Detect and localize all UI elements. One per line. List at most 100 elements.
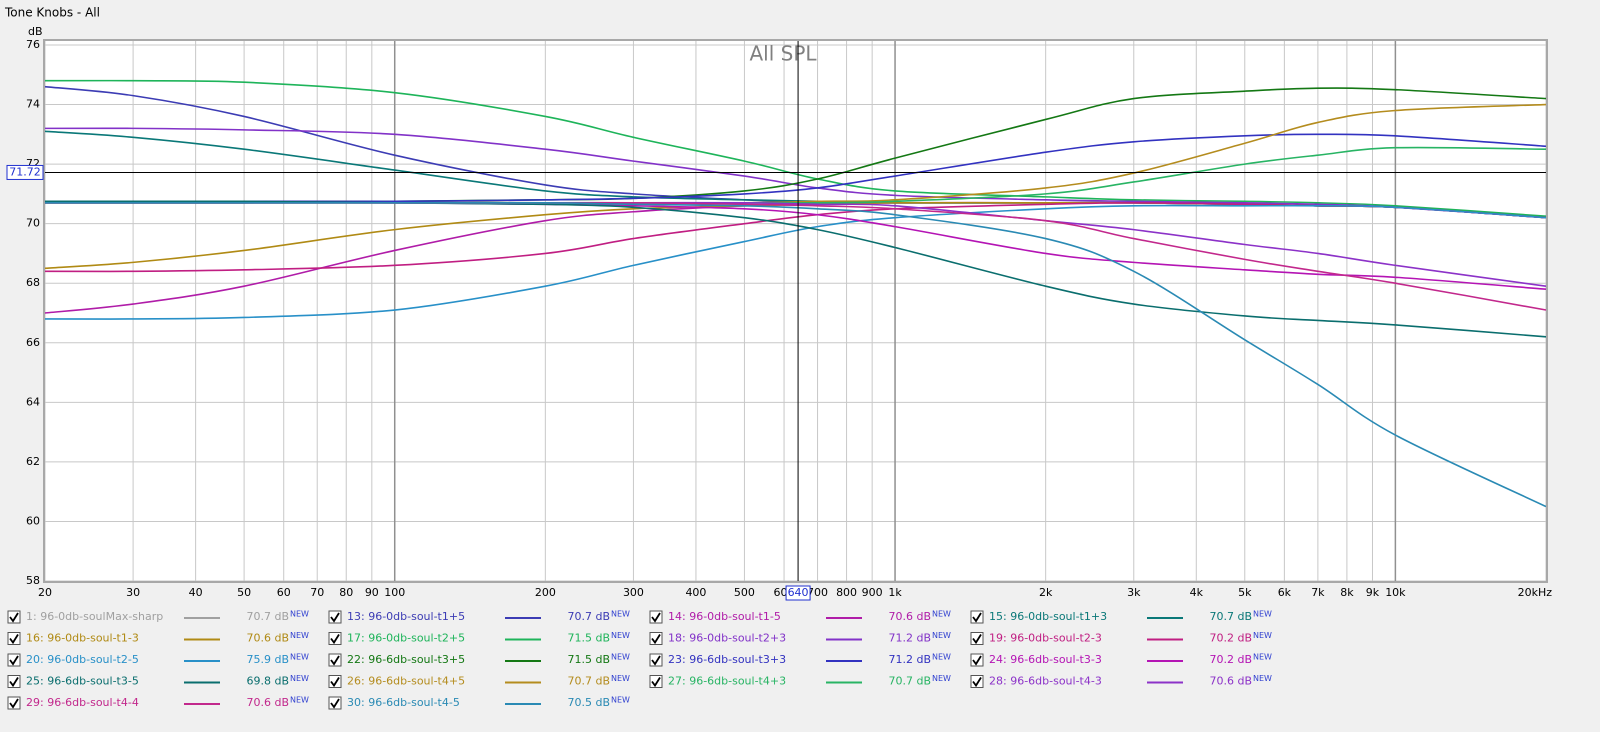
legend-check: [651, 655, 661, 666]
x-tick-label: 800: [836, 586, 857, 599]
legend-name: 23: 96-6db-soul-t3+3: [668, 653, 786, 666]
x-tick-label: 7k: [1311, 586, 1325, 599]
legend-check: [9, 634, 19, 645]
legend-name: 26: 96-6db-soul-t4+5: [347, 675, 465, 688]
legend-badge: NEW: [611, 610, 630, 619]
legend-entry: 16: 96-0db-soul-t1-3 70.6 dB NEW: [7, 631, 309, 645]
x-tick-label: 700: [807, 586, 828, 599]
legend-name: 22: 96-6db-soul-t3+5: [347, 653, 465, 666]
x-tick-label: 2k: [1039, 586, 1053, 599]
legend-checkbox: [970, 610, 984, 624]
legend-badge: NEW: [290, 653, 309, 662]
legend-entry: 23: 96-6db-soul-t3+3 71.2 dB NEW: [649, 653, 951, 667]
legend-badge: NEW: [290, 610, 309, 619]
legend-check: [9, 612, 19, 623]
legend-checkbox: [649, 653, 663, 667]
y-tick-label: 70: [26, 217, 40, 230]
legend-level: 70.6 dB: [246, 632, 289, 645]
legend-level: 71.2 dB: [888, 653, 931, 666]
legend-name: 29: 96-6db-soul-t4-4: [26, 696, 139, 709]
legend-checkbox: [328, 610, 342, 624]
legend-check: [9, 677, 19, 688]
legend-name: 13: 96-0db-soul-t1+5: [347, 610, 465, 623]
curve: [45, 201, 1547, 508]
legend-badge: NEW: [1253, 631, 1272, 640]
legend-check: [972, 612, 982, 623]
legend-check: [330, 655, 340, 666]
legend-name: 20: 96-0db-soul-t2-5: [26, 653, 139, 666]
legend-checkbox: [649, 632, 663, 645]
legend-entry: 27: 96-6db-soul-t4+3 70.7 dB NEW: [649, 674, 951, 688]
legend-entry: 13: 96-0db-soul-t1+5 70.7 dB NEW: [328, 610, 630, 624]
legend-entry: 25: 96-6db-soul-t3-5 69.8 dB NEW: [7, 674, 309, 688]
grid: [44, 41, 1547, 582]
legend-checkbox: [328, 653, 342, 667]
legend-badge: NEW: [611, 674, 630, 683]
legend-name: 30: 96-6db-soul-t4-5: [347, 696, 460, 709]
x-tick-label: 900: [862, 586, 883, 599]
legend-name: 24: 96-6db-soul-t3-3: [989, 653, 1102, 666]
window-title: Tone Knobs - All: [4, 6, 100, 20]
legend-check: [330, 677, 340, 688]
legend-level: 75.9 dB: [246, 653, 289, 666]
legend-name: 25: 96-6db-soul-t3-5: [26, 675, 139, 688]
curves: [44, 79, 1547, 508]
x-tick-label: 4k: [1190, 586, 1204, 599]
legend-checkbox: [328, 696, 342, 710]
legend: 1: 96-0db-soulMax-sharp 70.7 dB NEW 13: 96-…: [7, 610, 1272, 710]
x-tick-label: 300: [623, 586, 644, 599]
legend-level: 70.7 dB: [246, 610, 289, 623]
legend-checkbox: [7, 675, 21, 688]
legend-level: 70.2 dB: [1209, 632, 1252, 645]
x-tick-label: 3k: [1127, 586, 1141, 599]
y-tick-label: 62: [26, 455, 40, 468]
legend-check: [651, 612, 661, 623]
x-tick-label: 50: [237, 586, 251, 599]
legend-badge: NEW: [611, 653, 630, 662]
x-tick-label: 200: [535, 586, 556, 599]
legend-entry: 26: 96-6db-soul-t4+5 70.7 dB NEW: [328, 674, 630, 688]
x-tick-label: 8k: [1340, 586, 1354, 599]
cursor-x-box: [785, 585, 811, 601]
legend-level: 70.7 dB: [567, 675, 610, 688]
legend-badge: NEW: [1253, 653, 1272, 662]
x-tick-label: 10k: [1385, 586, 1406, 599]
legend-check: [972, 634, 982, 645]
legend-checkbox: [328, 675, 342, 688]
x-tick-label: 20kHz: [1518, 586, 1553, 599]
x-tick-label: 60: [277, 586, 291, 599]
legend-level: 70.7 dB: [888, 675, 931, 688]
legend-badge: NEW: [1253, 674, 1272, 683]
curve: [44, 79, 1547, 218]
legend-badge: NEW: [290, 631, 309, 640]
legend-checkbox: [970, 632, 984, 645]
legend-name: 27: 96-6db-soul-t4+3: [668, 675, 786, 688]
legend-level: 70.5 dB: [567, 696, 610, 709]
legend-check: [651, 634, 661, 645]
legend-checkbox: [649, 675, 663, 688]
legend-badge: NEW: [611, 696, 630, 705]
legend-checkbox: [328, 632, 342, 645]
legend-entry: 20: 96-0db-soul-t2-5 75.9 dB NEW: [7, 653, 309, 667]
x-tick-label: 40: [189, 586, 203, 599]
legend-level: 70.2 dB: [1209, 653, 1252, 666]
x-tick-label: 1k: [888, 586, 902, 599]
legend-checkbox: [649, 610, 663, 624]
x-tick-label: 400: [685, 586, 706, 599]
legend-level: 71.5 dB: [567, 632, 610, 645]
curve: [45, 200, 1547, 338]
legend-name: 28: 96-6db-soul-t4-3: [989, 675, 1102, 688]
legend-name: 16: 96-0db-soul-t1-3: [26, 632, 139, 645]
x-tick-label: 500: [734, 586, 755, 599]
x-tick-label: 90: [365, 586, 379, 599]
y-tick-label: 58: [26, 574, 40, 587]
legend-checkbox: [7, 632, 21, 645]
legend-checkbox: [970, 653, 984, 667]
legend-check: [651, 677, 661, 688]
legend-badge: NEW: [290, 696, 309, 705]
y-tick-label: 68: [26, 276, 40, 289]
legend-entry: 1: 96-0db-soulMax-sharp 70.7 dB NEW: [7, 610, 309, 624]
x-tick-label: 9k: [1366, 586, 1380, 599]
y-tick-label: 60: [26, 514, 40, 527]
